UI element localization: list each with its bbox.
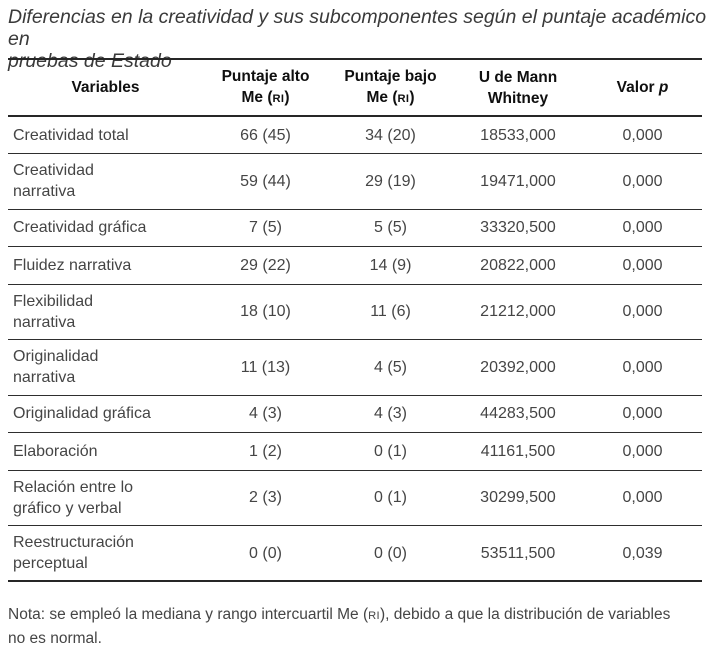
results-table: Variables Puntaje alto Me (RI) Puntaje bajo…	[8, 58, 702, 582]
cell-valor-p: 0,000	[622, 489, 663, 507]
table-note-line1: Nota: se empleó la mediana y rango inter…	[8, 606, 671, 623]
cell-valor-p: 0,000	[622, 442, 663, 460]
cell-variable: Flexibilidad narrativa	[13, 292, 94, 331]
cell-u-mann-whitney: 53511,500	[480, 544, 556, 562]
cell-puntaje-bajo: 0 (0)	[374, 544, 407, 562]
cell-u-mann-whitney: 20822,000	[480, 256, 556, 274]
styled-text: p	[658, 79, 669, 96]
table-row: Relación entre lo gráfico y verbal 2 (3) 0 …	[8, 470, 702, 526]
cell-puntaje-bajo: 34 (20)	[365, 126, 416, 144]
cell-u-mann-whitney: 21212,000	[480, 303, 556, 321]
styled-text: RI	[368, 610, 380, 622]
column-header-valor-p: Valor p	[616, 79, 669, 96]
table-title-line2: pruebas de Estado	[8, 50, 172, 72]
cell-puntaje-alto: 18 (10)	[240, 303, 291, 321]
cell-puntaje-bajo: 5 (5)	[374, 219, 407, 237]
cell-puntaje-alto: 66 (45)	[240, 126, 291, 144]
table-row: Elaboración 1 (2) 0 (1) 41161,500 0,000	[8, 433, 702, 470]
column-header-puntaje-bajo: Puntaje bajo Me (RI)	[344, 67, 437, 106]
table-row: Creatividad gráfica 7 (5) 5 (5) 33320,500 0,…	[8, 209, 702, 247]
table-row: Creatividad narrativa 59 (44) 29 (19) 19471,…	[8, 154, 702, 209]
table-row: Originalidad narrativa 11 (13) 4 (5) 20392,0…	[8, 340, 702, 395]
cell-variable: Creatividad gráfica	[13, 219, 147, 237]
cell-u-mann-whitney: 20392,000	[480, 358, 556, 376]
cell-variable: Originalidad gráfica	[13, 405, 151, 423]
column-header-variables: Variables	[71, 79, 140, 96]
cell-puntaje-alto: 59 (44)	[240, 172, 291, 190]
cell-variable: Originalidad narrativa	[13, 348, 99, 387]
cell-puntaje-alto: 0 (0)	[249, 544, 282, 562]
styled-text: RI	[397, 92, 410, 105]
table-note: Nota: se empleó la mediana y rango inter…	[8, 604, 708, 649]
cell-variable: Fluidez narrativa	[13, 256, 132, 274]
column-header-puntaje-alto: Puntaje alto Me (RI)	[221, 67, 310, 106]
cell-u-mann-whitney: 33320,500	[480, 219, 556, 237]
cell-puntaje-alto: 7 (5)	[249, 219, 282, 237]
table-row: Fluidez narrativa 29 (22) 14 (9) 20822,000 0…	[8, 247, 702, 284]
cell-u-mann-whitney: 30299,500	[480, 489, 556, 507]
cell-u-mann-whitney: 18533,000	[480, 126, 556, 144]
cell-puntaje-bajo: 0 (1)	[374, 489, 407, 507]
cell-variable: Creatividad total	[13, 126, 129, 144]
cell-puntaje-alto: 4 (3)	[249, 405, 282, 423]
cell-valor-p: 0,039	[622, 544, 663, 562]
table-note-line2: no es normal.	[8, 629, 102, 647]
cell-variable: Creatividad narrativa	[13, 162, 94, 201]
cell-valor-p: 0,000	[622, 358, 663, 376]
cell-u-mann-whitney: 19471,000	[480, 172, 556, 190]
cell-puntaje-bajo: 14 (9)	[369, 256, 412, 274]
cell-puntaje-bajo: 29 (19)	[365, 172, 416, 190]
cell-puntaje-bajo: 11 (6)	[370, 303, 411, 321]
cell-puntaje-bajo: 0 (1)	[374, 442, 407, 460]
cell-valor-p: 0,000	[622, 303, 663, 321]
table-title-line1: Diferencias en la creatividad y sus subc…	[8, 6, 707, 50]
cell-variable: Elaboración	[13, 442, 98, 460]
cell-variable: Relación entre lo gráfico y verbal	[13, 478, 134, 517]
cell-puntaje-bajo: 4 (5)	[374, 358, 407, 376]
styled-text: RI	[272, 92, 285, 105]
table-row: Originalidad gráfica 4 (3) 4 (3) 44283,500 0…	[8, 395, 702, 433]
cell-valor-p: 0,000	[622, 256, 663, 274]
cell-valor-p: 0,000	[622, 405, 663, 423]
cell-puntaje-alto: 29 (22)	[240, 256, 291, 274]
cell-puntaje-alto: 2 (3)	[249, 489, 282, 507]
table-header-row: Variables Puntaje alto Me (RI) Puntaje bajo…	[8, 59, 702, 116]
cell-u-mann-whitney: 44283,500	[480, 405, 556, 423]
cell-puntaje-bajo: 4 (3)	[374, 405, 407, 423]
cell-puntaje-alto: 11 (13)	[240, 358, 291, 376]
cell-valor-p: 0,000	[622, 172, 663, 190]
table-row: Flexibilidad narrativa 18 (10) 11 (6) 21212,…	[8, 284, 702, 340]
cell-puntaje-alto: 1 (2)	[249, 442, 282, 460]
cell-valor-p: 0,000	[622, 126, 663, 144]
cell-valor-p: 0,000	[622, 219, 663, 237]
cell-variable: Reestructuración perceptual	[13, 534, 134, 572]
cell-u-mann-whitney: 41161,500	[480, 442, 556, 460]
table-row: Reestructuración perceptual 0 (0) 0 (0) 5351…	[8, 526, 702, 581]
table-row: Creatividad total 66 (45) 34 (20) 18533,000…	[8, 116, 702, 154]
column-header-u-mann-whitney: U de Mann Whitney	[478, 68, 558, 107]
table-title: Diferencias en la creatividad y sus subc…	[8, 6, 708, 72]
